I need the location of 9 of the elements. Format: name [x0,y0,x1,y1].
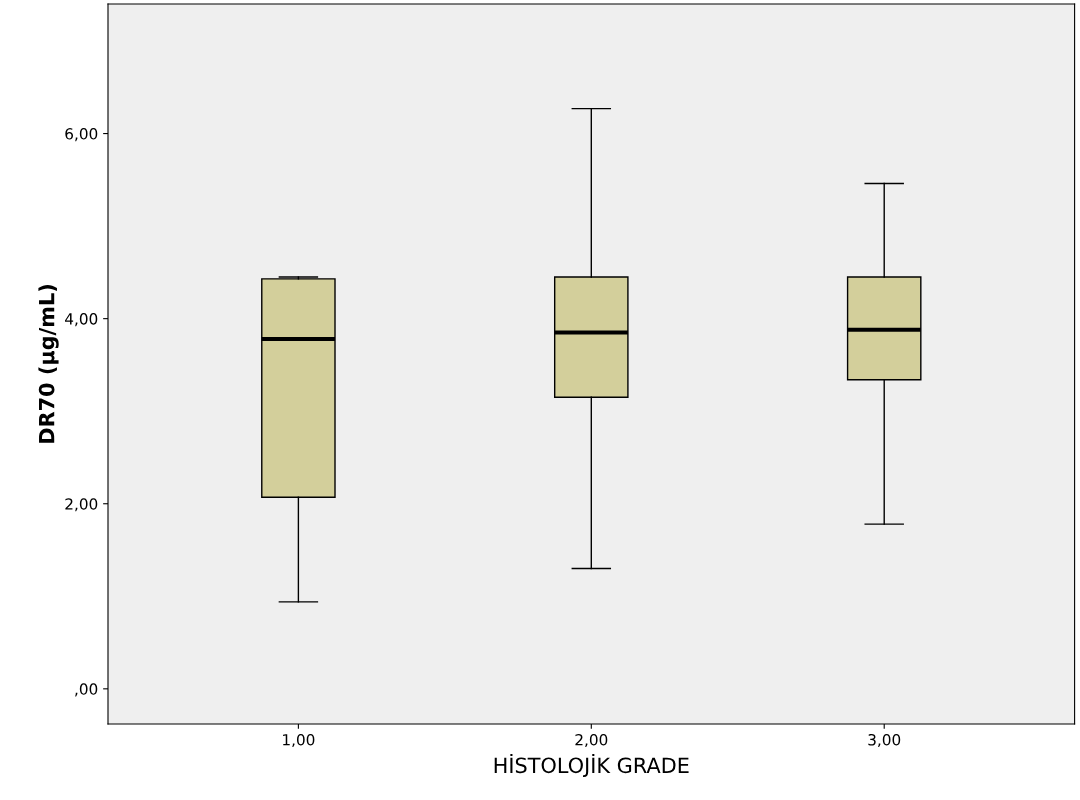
y-axis-title: DR70 (µg/mL) [38,285,59,443]
y-tick-label: ,00 [75,683,98,697]
y-tick-label: 6,00 [65,128,98,142]
x-tick-label: 3,00 [868,733,901,748]
x-tick-label: 1,00 [283,733,315,748]
x-axis-title: HİSTOLOJİK GRADE [494,753,689,778]
x-tick-label: 2,00 [575,733,608,748]
y-tick-label: 2,00 [65,498,98,512]
y-tick-label: 4,00 [65,313,98,327]
